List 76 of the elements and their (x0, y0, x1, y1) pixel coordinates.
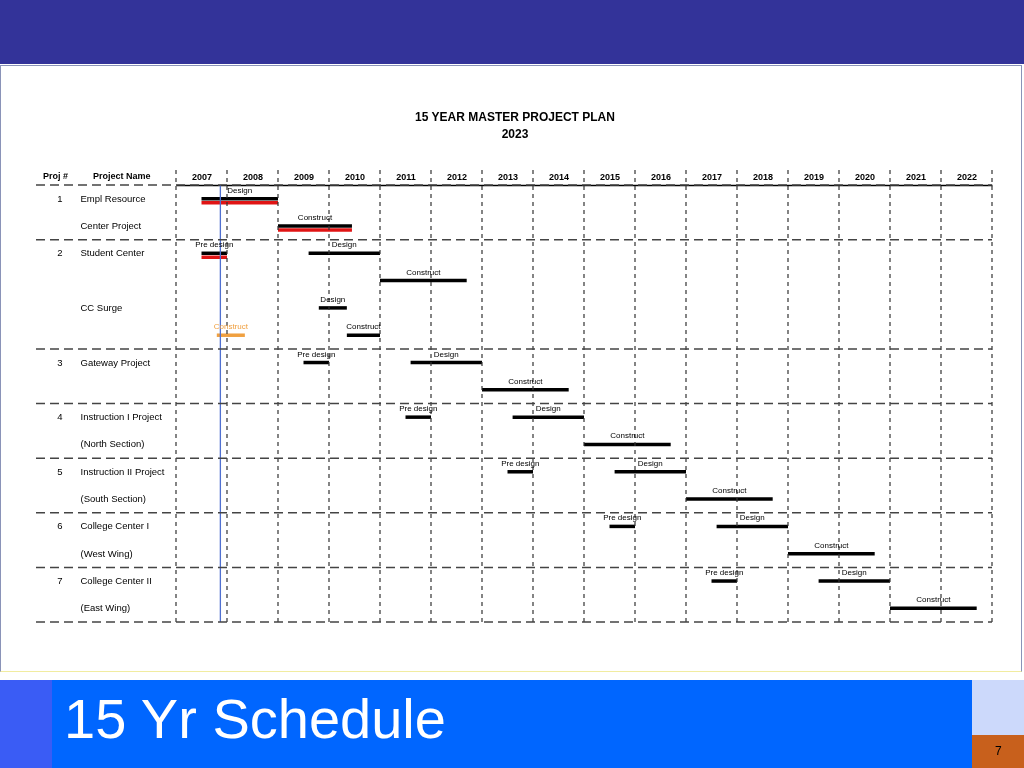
x-tick-label: 2018 (752, 171, 774, 182)
x-tick-label: 2008 (242, 171, 264, 182)
x-tick-label: 2007 (191, 171, 213, 182)
text: 15 Yr Schedule (64, 687, 446, 750)
bar (507, 470, 533, 474)
data-label: Construct (610, 431, 646, 441)
bar (278, 228, 352, 232)
bar (482, 388, 569, 392)
x-tick-label: 2012 (446, 171, 468, 182)
bar (512, 415, 584, 419)
bar (318, 306, 347, 310)
y2-tick-label: 6 (57, 520, 63, 532)
x-tick-label: 2020 (854, 171, 876, 182)
x-tick-label: 2015 (599, 171, 621, 182)
x-tick-label: 2022 (956, 171, 978, 182)
y-tick-label: Gateway Project (80, 356, 151, 368)
y2-tick-label: 5 (57, 465, 63, 477)
data-label: Construct (297, 212, 333, 222)
data-label: Construct (712, 486, 748, 496)
data-label: Pre design (501, 458, 540, 468)
y-tick-label: Instruction I Project (80, 411, 163, 423)
chart-subtitle: 2023 (501, 127, 529, 142)
y-tick-label: College Center I (80, 520, 150, 532)
y2-tick-label: 7 (57, 575, 63, 587)
data-label: Design (433, 349, 459, 359)
y-tick-label: Student Center (80, 247, 145, 259)
bar (216, 333, 245, 337)
x-tick-label: 2010 (344, 171, 366, 182)
x-tick-label: 2014 (548, 171, 570, 182)
x-tick-label: 2011 (396, 171, 416, 182)
x-tick-label: 2013 (497, 171, 519, 182)
bar (614, 470, 686, 474)
x-tick-label: 2019 (803, 171, 825, 182)
y-tick-label: Empl Resource (80, 192, 146, 204)
bar (278, 224, 352, 228)
x-tick-label: 2017 (701, 171, 723, 182)
data-label: Design (739, 513, 765, 523)
y-tick-label: (East Wing) (80, 602, 131, 614)
data-label: Construct (508, 376, 544, 386)
bar (711, 579, 737, 583)
y-tick-label: (South Section) (80, 493, 146, 505)
y-axis-title: Project Name (93, 171, 151, 181)
data-label: Design (320, 294, 346, 304)
x-tick-label: 2021 (905, 171, 927, 182)
chart-title: 15 YEAR MASTER PROJECT PLAN (415, 110, 615, 125)
y-tick-label: (West Wing) (80, 547, 133, 559)
text: Proj # (43, 171, 69, 181)
data-label: Construct (346, 322, 382, 332)
x-tick-label: 2009 (293, 171, 315, 182)
data-label: Construct (916, 595, 952, 605)
data-label: Design (227, 185, 253, 195)
y-tick-label: College Center II (80, 575, 152, 587)
y2-tick-label: 1 (57, 192, 63, 204)
bar (818, 579, 890, 583)
y-tick-label: Center Project (80, 219, 142, 231)
bar (405, 415, 431, 419)
bar (346, 333, 380, 337)
data-label: Design (535, 404, 561, 414)
data-label: Design (841, 568, 867, 578)
y-tick-label: Instruction II Project (80, 465, 165, 477)
data-label: Construct (406, 267, 442, 277)
data-label: Construct (814, 540, 850, 550)
data-label: Pre design (297, 349, 336, 359)
y-tick-label: (North Section) (80, 438, 145, 450)
y2-tick-label: 3 (57, 356, 63, 368)
y2-tick-label: 4 (57, 411, 63, 423)
data-label: Design (637, 458, 663, 468)
data-label: Pre design (705, 568, 744, 578)
bar (686, 497, 773, 501)
x-tick-label: 2016 (650, 171, 672, 182)
y-tick-label: CC Surge (80, 301, 123, 313)
text: 7 (995, 744, 1002, 758)
data-label: Design (331, 240, 357, 250)
data-label: Pre design (603, 513, 642, 523)
y2-tick-label: 2 (57, 247, 63, 259)
data-label: Pre design (399, 404, 438, 414)
